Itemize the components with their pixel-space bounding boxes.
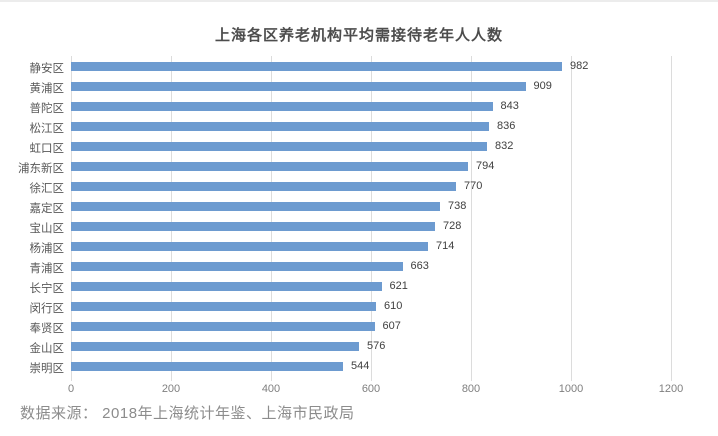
value-label: 663 [410,260,429,272]
category-label: 长宁区 [29,283,65,295]
bar-row: 虹口区 832 [0,137,718,157]
bar [71,362,343,371]
bar-row: 徐汇区 770 [0,177,718,197]
x-axis-tick-label: 800 [461,383,481,395]
bar [71,162,468,171]
x-axis-tick-label: 1000 [558,383,584,395]
bar [71,342,359,351]
x-axis-tick-label: 400 [261,383,281,395]
bar [71,302,376,311]
bar-row: 静安区 982 [0,57,718,77]
value-label: 714 [436,240,455,252]
category-label: 金山区 [29,343,65,355]
bar [71,222,435,231]
bar-row: 闵行区 610 [0,297,718,317]
category-label: 徐汇区 [29,183,65,195]
value-label: 607 [382,320,401,332]
category-label: 杨浦区 [29,243,65,255]
bar [71,82,526,91]
gridline-x-200 [171,56,172,381]
bar [71,122,489,131]
bar [71,262,403,271]
value-label: 982 [570,60,589,72]
value-label: 610 [384,300,403,312]
bar-row: 崇明区 544 [0,357,718,377]
bar [71,242,428,251]
value-label: 832 [495,140,514,152]
value-label: 770 [464,180,483,192]
bar-row: 浦东新区 794 [0,157,718,177]
bar-row: 嘉定区 738 [0,197,718,217]
chart-title: 上海各区养老机构平均需接待老年人人数 [214,27,503,44]
category-label: 嘉定区 [29,203,65,215]
x-axis-tick-label: 200 [161,383,181,395]
bar-row: 松江区 836 [0,117,718,137]
value-label: 738 [448,200,467,212]
bar-row: 奉贤区 607 [0,317,718,337]
bar-row: 长宁区 621 [0,277,718,297]
x-axis-tick-label: 1200 [658,383,684,395]
category-label: 宝山区 [29,223,65,235]
gridline-x-800 [471,56,472,381]
value-label: 909 [533,80,552,92]
gridline-x-0 [71,56,72,381]
value-label: 794 [476,160,495,172]
category-label: 浦东新区 [18,163,64,175]
x-axis-tick-label: 0 [67,383,75,395]
bar [71,182,456,191]
category-label: 普陀区 [29,103,65,115]
value-label: 544 [351,360,370,372]
bar-row: 普陀区 843 [0,97,718,117]
category-label: 青浦区 [29,263,65,275]
gridline-x-1000 [571,56,572,381]
category-label: 崇明区 [29,363,65,375]
category-label: 闵行区 [29,303,65,315]
bar-row: 宝山区 728 [0,217,718,237]
bar [71,202,440,211]
category-label: 黄浦区 [29,83,65,95]
value-label: 728 [443,220,462,232]
category-label: 静安区 [29,63,65,75]
gridline-x-600 [371,56,372,381]
gridline-x-400 [271,56,272,381]
bar-row: 青浦区 663 [0,257,718,277]
value-label: 621 [389,280,408,292]
bar [71,62,562,71]
category-label: 松江区 [29,123,65,135]
data-source-note: 数据来源： 2018年上海统计年鉴、上海市民政局 [20,405,355,422]
gridline-x-1200 [671,56,672,381]
bar [71,102,493,111]
value-label: 843 [500,100,519,112]
bar [71,322,375,331]
bar [71,282,382,291]
category-label: 奉贤区 [29,323,65,335]
category-label: 虹口区 [29,143,65,155]
value-label: 836 [497,120,516,132]
bar-row: 黄浦区 909 [0,77,718,97]
x-axis-tick-label: 600 [361,383,381,395]
bar [71,142,487,151]
bar-row: 金山区 576 [0,337,718,357]
bar-row: 杨浦区 714 [0,237,718,257]
value-label: 576 [367,340,386,352]
